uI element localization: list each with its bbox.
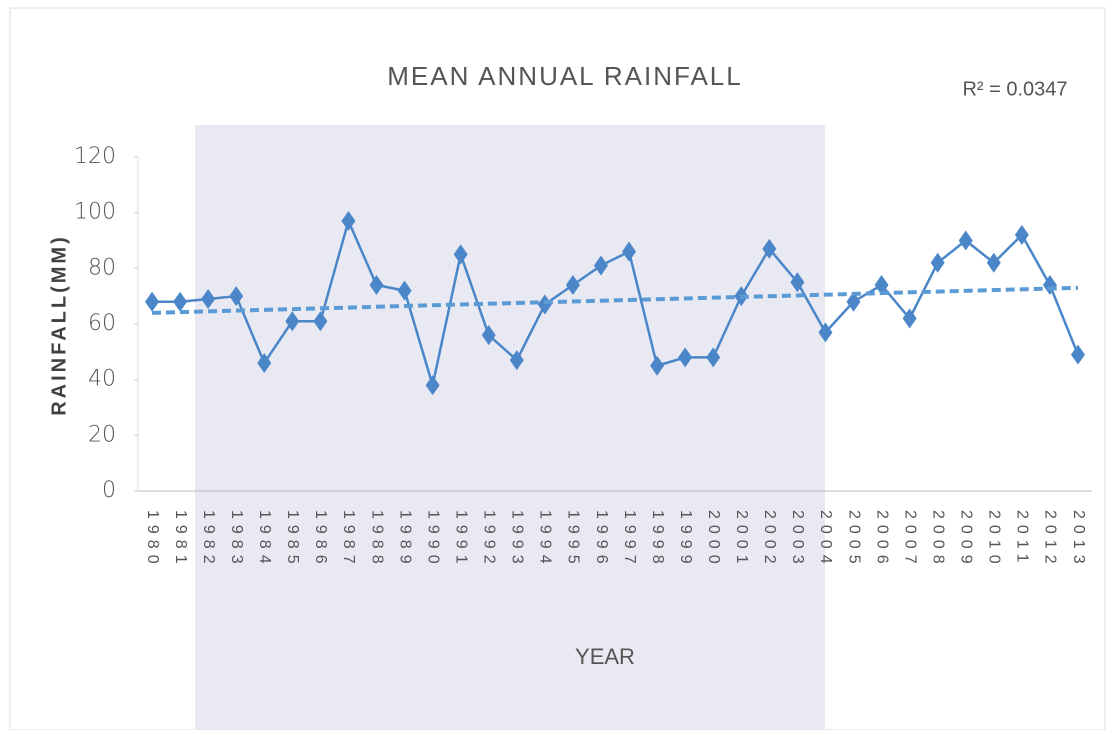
x-tick-label: 2008 [929,510,946,570]
y-axis-title: RAINFALL(MM) [48,234,70,416]
chart-title: MEAN ANNUAL RAINFALL [387,61,742,91]
x-tick-label: 1986 [312,510,329,570]
x-tick-label: 1980 [144,510,161,570]
x-tick-label: 1984 [256,510,273,570]
x-tick-label: 1995 [565,510,582,570]
x-tick-label: 1998 [649,510,666,570]
y-tick-label: 0 [102,478,116,503]
x-tick-label: 1985 [284,510,301,570]
x-tick-label: 1994 [537,510,554,570]
y-tick-label: 100 [74,200,116,225]
x-tick-label: 2012 [1042,510,1059,570]
x-tick-label: 2007 [901,510,918,570]
x-tick-label: 1983 [228,510,245,570]
x-tick-label: 2003 [789,510,806,570]
x-tick-label: 2002 [761,510,778,570]
y-tick-label: 80 [88,255,116,280]
watermark [195,125,825,730]
x-tick-label: 2010 [986,510,1003,570]
x-tick-label: 2011 [1014,510,1031,568]
y-tick-label: 60 [88,311,116,336]
x-tick-label: 2005 [845,510,862,570]
x-tick-label: 1989 [396,510,413,570]
x-tick-label: 1996 [593,510,610,570]
x-tick-label: 1990 [424,510,441,570]
x-tick-label: 1992 [481,510,498,570]
x-tick-label: 2013 [1070,510,1087,570]
y-tick-label: 120 [74,144,116,169]
y-tick-label: 20 [88,422,116,447]
x-tick-label: 2006 [873,510,890,570]
annotation: R² = 0.0347 [962,78,1067,100]
x-tick-label: 1982 [200,510,217,570]
x-tick-label: 1999 [677,510,694,570]
x-tick-label: 2000 [705,510,722,570]
y-tick-label: 40 [88,367,116,392]
x-tick-label: 1987 [340,510,357,570]
x-tick-label: 1993 [509,510,526,570]
x-tick-label: 1997 [621,510,638,570]
x-tick-label: 2004 [817,510,834,570]
chart: MEAN ANNUAL RAINFALL R² = 0.0347 YEAR RA… [0,0,1115,730]
x-axis-title: YEAR [575,644,635,669]
x-tick-label: 2009 [958,510,975,570]
x-tick-label: 1981 [172,510,189,570]
x-tick-label: 1988 [368,510,385,570]
x-tick-label: 2001 [733,510,750,570]
x-tick-label: 1991 [452,510,469,570]
